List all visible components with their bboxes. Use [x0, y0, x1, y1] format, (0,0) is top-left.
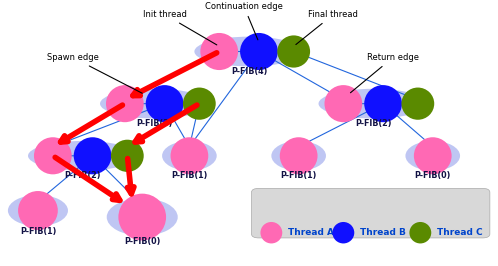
Text: Thread C: Thread C — [437, 228, 483, 237]
FancyBboxPatch shape — [251, 188, 490, 238]
Ellipse shape — [200, 33, 238, 70]
Ellipse shape — [100, 89, 209, 119]
Ellipse shape — [277, 35, 310, 68]
Text: P-FIB(0): P-FIB(0) — [414, 172, 451, 180]
Text: Spawn edge: Spawn edge — [47, 53, 142, 93]
Ellipse shape — [170, 137, 208, 174]
Text: Return edge: Return edge — [351, 53, 419, 93]
Text: Continuation edge: Continuation edge — [205, 2, 283, 40]
Ellipse shape — [364, 85, 402, 122]
Ellipse shape — [405, 141, 460, 171]
Ellipse shape — [8, 195, 68, 226]
Ellipse shape — [333, 222, 354, 243]
Ellipse shape — [107, 198, 178, 236]
Ellipse shape — [319, 89, 428, 119]
Text: Init thread: Init thread — [142, 10, 217, 45]
Ellipse shape — [111, 140, 144, 172]
Text: P-FIB(1): P-FIB(1) — [171, 172, 208, 180]
Text: Final thread: Final thread — [296, 10, 359, 44]
Ellipse shape — [18, 191, 58, 230]
Text: P-FIB(1): P-FIB(1) — [20, 227, 56, 236]
Ellipse shape — [240, 33, 278, 70]
Ellipse shape — [194, 37, 304, 66]
Text: Thread A: Thread A — [288, 228, 334, 237]
Ellipse shape — [119, 194, 166, 240]
Ellipse shape — [183, 88, 216, 120]
Text: P-FIB(1): P-FIB(1) — [280, 172, 317, 180]
Ellipse shape — [414, 137, 452, 174]
Ellipse shape — [260, 222, 282, 243]
Text: P-FIB(2): P-FIB(2) — [64, 172, 101, 180]
Text: P-FIB(4): P-FIB(4) — [231, 67, 267, 76]
Text: P-FIB(3): P-FIB(3) — [136, 119, 173, 128]
Ellipse shape — [409, 222, 431, 243]
Text: P-FIB(0): P-FIB(0) — [124, 237, 160, 246]
Ellipse shape — [34, 137, 72, 174]
Ellipse shape — [280, 137, 318, 174]
Ellipse shape — [401, 88, 434, 120]
Ellipse shape — [74, 137, 112, 174]
Ellipse shape — [106, 85, 144, 122]
Ellipse shape — [271, 141, 326, 171]
Ellipse shape — [325, 85, 362, 122]
Ellipse shape — [146, 85, 183, 122]
Text: Thread B: Thread B — [360, 228, 406, 237]
Ellipse shape — [28, 141, 137, 171]
Ellipse shape — [162, 141, 217, 171]
Text: P-FIB(2): P-FIB(2) — [355, 119, 391, 128]
